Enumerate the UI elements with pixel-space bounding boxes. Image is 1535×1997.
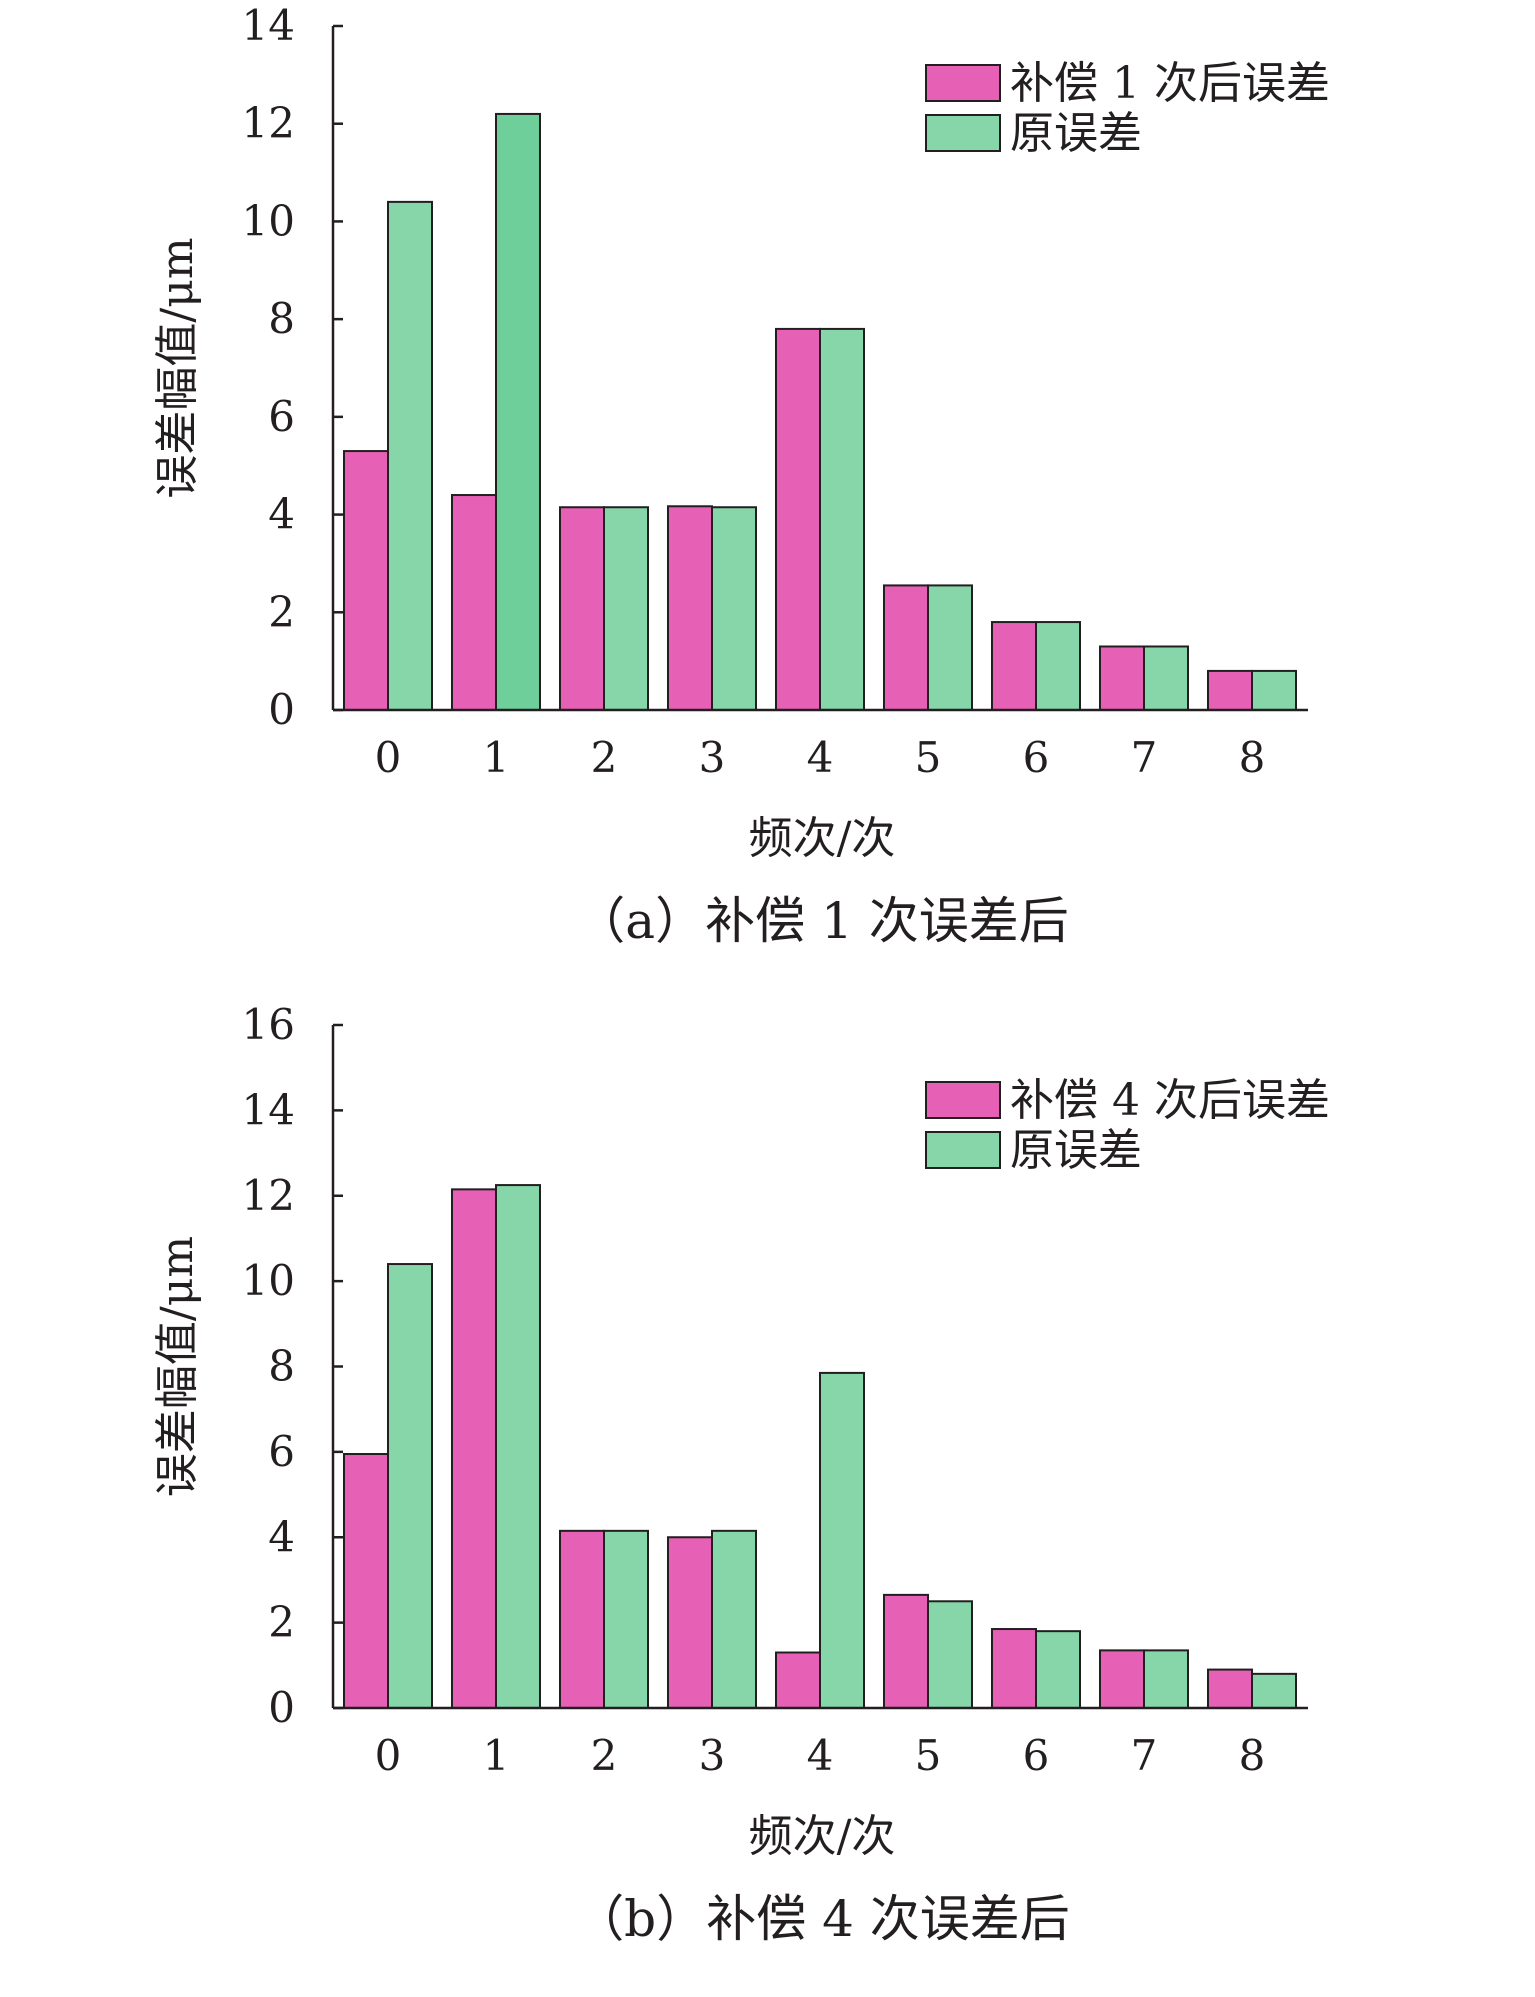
x-tick-label-5: 5 <box>915 733 942 782</box>
legend-label-original: 原误差 <box>1010 1125 1142 1176</box>
bar-original-5 <box>927 584 973 712</box>
y-tick-label-14: 14 <box>242 1085 295 1134</box>
bar-original-4 <box>819 327 865 711</box>
bar-original-1 <box>495 112 541 711</box>
figure-caption: （a）补偿 1 次误差后 <box>575 892 1068 950</box>
bar-compensated-7 <box>1099 645 1145 712</box>
bar-original-0 <box>387 1263 433 1710</box>
bar-compensated-4 <box>775 327 821 711</box>
bar-original-6 <box>1035 621 1081 711</box>
x-tick-label-8: 8 <box>1239 1731 1266 1780</box>
x-axis-title: 频次/次 <box>749 1811 896 1862</box>
bar-compensated-1 <box>451 1188 497 1710</box>
x-tick-label-4: 4 <box>807 1731 834 1780</box>
x-tick-label-0: 0 <box>375 1731 402 1780</box>
bar-compensated-8 <box>1207 669 1253 712</box>
y-tick-label-4: 4 <box>268 1512 295 1561</box>
y-tick-label-0: 0 <box>268 685 295 734</box>
bar-compensated-5 <box>883 584 929 712</box>
bar-compensated-6 <box>991 621 1037 711</box>
bar-original-4 <box>819 1371 865 1709</box>
bar-compensated-3 <box>667 505 713 711</box>
y-tick-label-14: 14 <box>242 1 295 50</box>
bar-compensated-2 <box>559 1529 605 1710</box>
x-tick-label-2: 2 <box>591 733 618 782</box>
bar-original-7 <box>1143 645 1189 712</box>
legend-label-original: 原误差 <box>1010 108 1142 159</box>
bar-compensated-7 <box>1099 1649 1145 1709</box>
y-tick-label-6: 6 <box>268 392 295 441</box>
bar-compensated-0 <box>343 450 389 711</box>
bar-compensated-2 <box>559 506 605 711</box>
bar-original-2 <box>603 506 649 711</box>
x-tick-label-1: 1 <box>483 733 510 782</box>
x-tick-label-3: 3 <box>699 1731 726 1780</box>
x-tick-label-8: 8 <box>1239 733 1266 782</box>
x-tick-label-7: 7 <box>1131 733 1158 782</box>
legend-swatch-compensated <box>925 64 1001 102</box>
legend-label-compensated: 补偿 1 次后误差 <box>1010 58 1330 109</box>
x-tick-label-2: 2 <box>591 1731 618 1780</box>
y-axis-title: 误差幅值/μm <box>152 237 203 498</box>
bar-compensated-1 <box>451 494 497 711</box>
bar-original-1 <box>495 1184 541 1709</box>
bar-original-3 <box>711 506 757 711</box>
x-tick-label-6: 6 <box>1023 733 1050 782</box>
bar-original-5 <box>927 1600 973 1709</box>
x-tick-label-4: 4 <box>807 733 834 782</box>
y-tick-label-2: 2 <box>268 1598 295 1647</box>
legend-swatch-compensated <box>925 1081 1001 1119</box>
y-tick-label-10: 10 <box>242 196 295 245</box>
x-tick-label-5: 5 <box>915 1731 942 1780</box>
bar-compensated-3 <box>667 1536 713 1709</box>
legend-label-compensated: 补偿 4 次后误差 <box>1010 1075 1330 1126</box>
y-axis-title: 误差幅值/μm <box>152 1236 203 1497</box>
legend-swatch-original <box>925 114 1001 152</box>
y-tick-label-8: 8 <box>268 294 295 343</box>
bar-compensated-4 <box>775 1651 821 1709</box>
bar-original-7 <box>1143 1649 1189 1709</box>
y-tick-label-10: 10 <box>242 1256 295 1305</box>
x-tick-label-3: 3 <box>699 733 726 782</box>
y-tick-label-12: 12 <box>242 1171 295 1220</box>
bar-compensated-6 <box>991 1628 1037 1709</box>
bar-compensated-5 <box>883 1593 929 1710</box>
bar-original-3 <box>711 1529 757 1710</box>
x-tick-label-1: 1 <box>483 1731 510 1780</box>
x-tick-label-6: 6 <box>1023 1731 1050 1780</box>
y-tick-label-0: 0 <box>268 1683 295 1732</box>
bar-original-8 <box>1251 1672 1297 1709</box>
x-tick-label-0: 0 <box>375 733 402 782</box>
x-axis-title: 频次/次 <box>749 813 896 864</box>
y-tick-label-12: 12 <box>242 99 295 148</box>
y-tick-label-4: 4 <box>268 490 295 539</box>
bar-original-2 <box>603 1529 649 1710</box>
x-tick-label-7: 7 <box>1131 1731 1158 1780</box>
y-tick-label-6: 6 <box>268 1427 295 1476</box>
y-tick-label-2: 2 <box>268 587 295 636</box>
legend-swatch-original <box>925 1131 1001 1169</box>
y-tick-label-8: 8 <box>268 1342 295 1391</box>
bar-original-0 <box>387 200 433 711</box>
y-tick-label-16: 16 <box>242 1000 295 1049</box>
bar-original-6 <box>1035 1630 1081 1709</box>
bar-compensated-0 <box>343 1453 389 1710</box>
figure-caption: （b）补偿 4 次误差后 <box>574 1890 1070 1948</box>
bar-compensated-8 <box>1207 1668 1253 1710</box>
bar-original-8 <box>1251 669 1297 712</box>
